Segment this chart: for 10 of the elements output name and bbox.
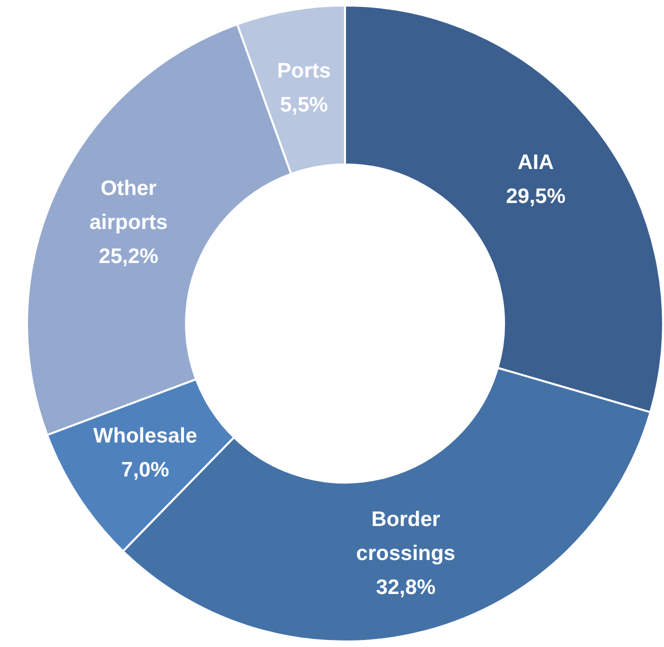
slice-label: AIA (518, 151, 554, 174)
slice-label: Ports (277, 59, 331, 82)
data-label: 32,8% (376, 576, 436, 599)
slice-label: Wholesale (93, 424, 198, 448)
data-label: 25,2% (98, 245, 159, 268)
data-label: 29,5% (506, 185, 566, 208)
slice-label: Border crossings (356, 508, 456, 565)
data-label: 5,5% (280, 93, 328, 116)
data-label: 7,0% (121, 458, 170, 482)
slice-label: Other airports (89, 177, 168, 234)
